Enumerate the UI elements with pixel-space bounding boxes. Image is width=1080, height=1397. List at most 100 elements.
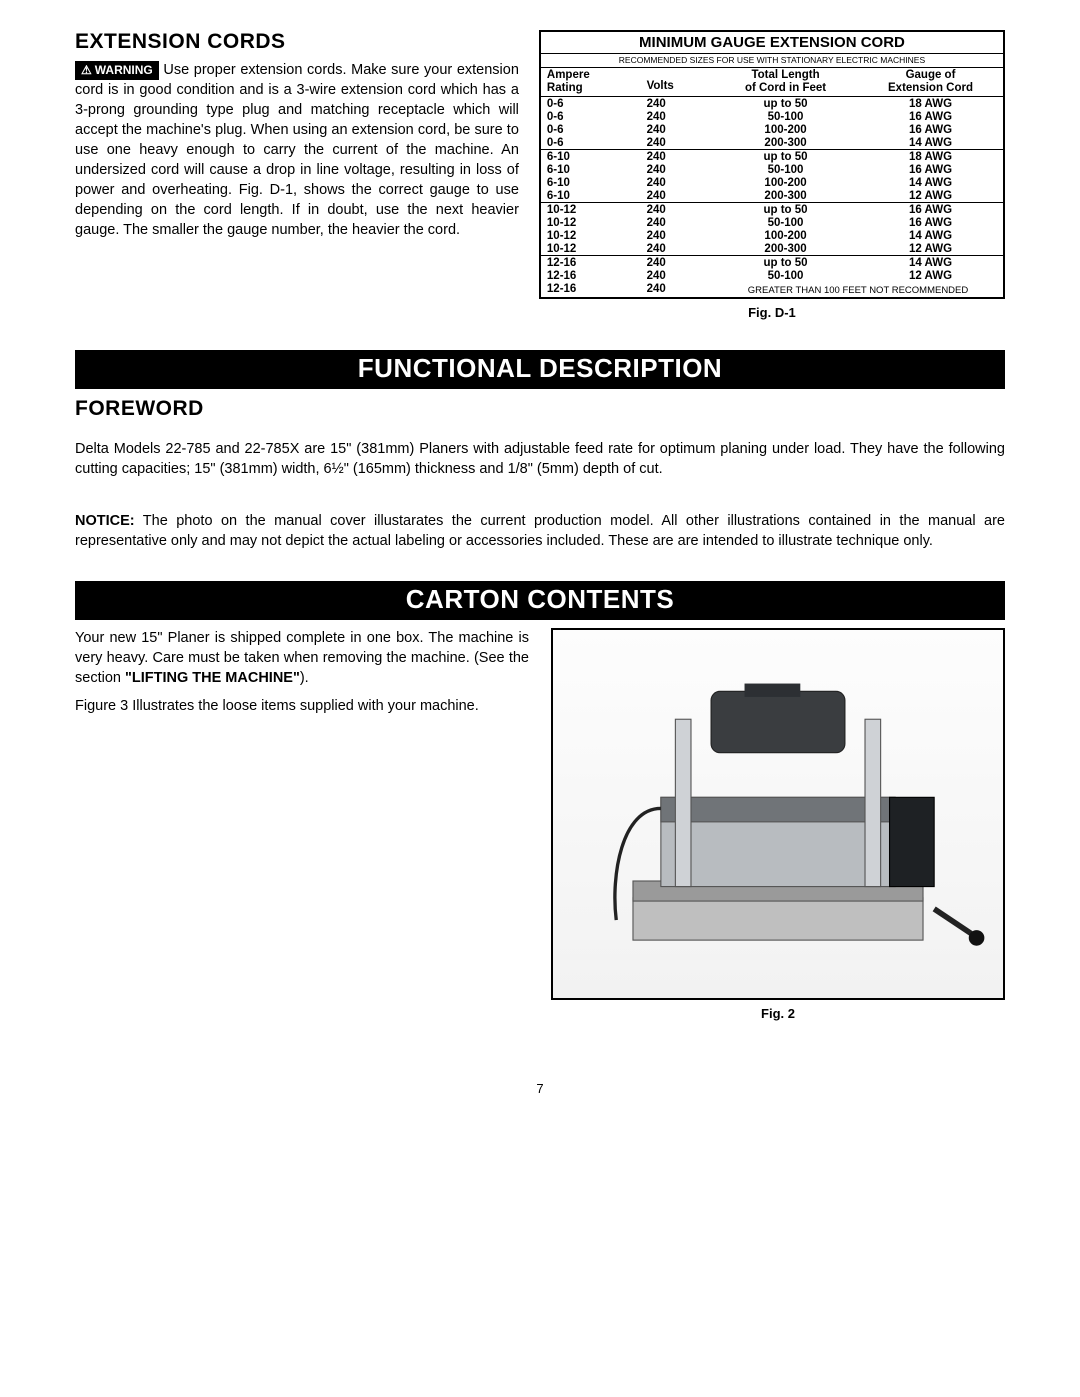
cell-ampere: 10-12 [541,242,641,255]
planer-icon [553,630,1003,998]
col-ampere-l2: Rating [547,82,583,94]
col-gauge-l2: Extension Cord [888,82,973,94]
cell-length: 100-200 [713,176,858,189]
cell-volts: 240 [641,242,713,255]
cell-ampere: 0-6 [541,97,641,110]
cell-volts: 240 [641,256,713,269]
cell-volts: 240 [641,163,713,176]
extension-cords-section: EXTENSION CORDS WARNING Use proper exten… [75,30,1005,320]
col-length-l1: Total Length [751,69,819,81]
table-row: 0-6240100-20016 AWG [541,123,1003,136]
foreword-text: Delta Models 22-785 and 22-785X are 15" … [75,439,1005,479]
cell-volts: 240 [641,110,713,123]
col-ampere-l1: Ampere [547,69,590,81]
notice-text: The photo on the manual cover illustarat… [75,513,1005,549]
table-row: 10-12240up to 5016 AWG [541,202,1003,216]
cell-gauge: 16 AWG [858,216,1003,229]
carton-contents-section: Your new 15" Planer is shipped complete … [75,628,1005,1021]
cell-ampere: 0-6 [541,110,641,123]
carton-contents-banner: CARTON CONTENTS [75,581,1005,620]
cell-ampere: 6-10 [541,176,641,189]
col-gauge-l1: Gauge of [906,69,956,81]
cell-gauge: 12 AWG [858,189,1003,202]
table-row: 10-12240100-20014 AWG [541,229,1003,242]
carton-p1c: ). [300,670,309,686]
cell-volts: 240 [641,229,713,242]
cell-gauge: 18 AWG [858,150,1003,163]
gauge-figure-caption: Fig. D-1 [539,305,1005,320]
cell-ampere: 12-16 [541,269,641,282]
gauge-table: MINIMUM GAUGE EXTENSION CORD RECOMMENDED… [539,30,1005,299]
figure-2-caption: Fig. 2 [551,1006,1005,1021]
cell-ampere: 10-12 [541,216,641,229]
cell-ampere: 6-10 [541,163,641,176]
cell-length: 50-100 [713,269,858,282]
cell-gauge: 14 AWG [858,256,1003,269]
cell-length: 100-200 [713,123,858,136]
cell-gauge: 16 AWG [858,110,1003,123]
cell-gauge: 14 AWG [858,176,1003,189]
table-row: 6-1024050-10016 AWG [541,163,1003,176]
col-volts: Volts [647,80,674,92]
cell-volts: 240 [641,136,713,149]
extension-cords-text: Use proper extension cords. Make sure yo… [75,62,519,238]
table-row: 10-1224050-10016 AWG [541,216,1003,229]
cell-gauge: 12 AWG [858,242,1003,255]
gauge-table-body: 0-6240up to 5018 AWG0-624050-10016 AWG0-… [541,97,1003,297]
cell-gauge: 18 AWG [858,97,1003,110]
table-row: 12-16240up to 5014 AWG [541,255,1003,269]
cell-volts: 240 [641,97,713,110]
cell-ampere: 12-16 [541,256,641,269]
table-row: 6-10240100-20014 AWG [541,176,1003,189]
cell-ampere: 0-6 [541,136,641,149]
cell-volts: 240 [641,216,713,229]
cell-length: 100-200 [713,229,858,242]
cell-gauge: 14 AWG [858,229,1003,242]
cell-gauge: 12 AWG [858,269,1003,282]
cell-length: up to 50 [713,150,858,163]
table-row: 0-624050-10016 AWG [541,110,1003,123]
cell-note: GREATER THAN 100 FEET NOT RECOMMENDED [713,282,1003,297]
table-row: 6-10240up to 5018 AWG [541,149,1003,163]
cell-gauge: 16 AWG [858,163,1003,176]
notice-paragraph: NOTICE: The photo on the manual cover il… [75,511,1005,551]
warning-badge: WARNING [75,61,159,80]
cell-volts: 240 [641,269,713,282]
table-row: 6-10240200-30012 AWG [541,189,1003,202]
cell-length: 200-300 [713,136,858,149]
foreword-heading: FOREWORD [75,397,1005,421]
cell-ampere: 0-6 [541,123,641,136]
cell-length: 50-100 [713,163,858,176]
cell-volts: 240 [641,282,713,297]
cell-gauge: 16 AWG [858,203,1003,216]
cell-length: 50-100 [713,110,858,123]
cell-ampere: 10-12 [541,203,641,216]
carton-para-1: Your new 15" Planer is shipped complete … [75,628,529,688]
table-row: 10-12240200-30012 AWG [541,242,1003,255]
figure-2-image [551,628,1005,1000]
cell-length: up to 50 [713,97,858,110]
gauge-table-header: AmpereRating Volts Total Lengthof Cord i… [541,68,1003,97]
cell-ampere: 10-12 [541,229,641,242]
cell-volts: 240 [641,189,713,202]
cell-length: 200-300 [713,189,858,202]
cell-length: 200-300 [713,242,858,255]
notice-label: NOTICE: [75,513,135,529]
cell-volts: 240 [641,176,713,189]
carton-para-2: Figure 3 Illustrates the loose items sup… [75,696,529,716]
cell-ampere: 12-16 [541,282,641,297]
cell-length: up to 50 [713,203,858,216]
cell-ampere: 6-10 [541,189,641,202]
col-length-l2: of Cord in Feet [745,82,826,94]
extension-cords-paragraph: WARNING Use proper extension cords. Make… [75,60,519,240]
gauge-table-subtitle: RECOMMENDED SIZES FOR USE WITH STATIONAR… [541,54,1003,68]
cell-length: up to 50 [713,256,858,269]
cell-gauge: 14 AWG [858,136,1003,149]
table-note-row: 12-16240GREATER THAN 100 FEET NOT RECOMM… [541,282,1003,297]
gauge-table-title: MINIMUM GAUGE EXTENSION CORD [541,32,1003,54]
table-row: 0-6240200-30014 AWG [541,136,1003,149]
carton-p1b: "LIFTING THE MACHINE" [125,670,300,686]
cell-volts: 240 [641,123,713,136]
cell-gauge: 16 AWG [858,123,1003,136]
cell-length: 50-100 [713,216,858,229]
